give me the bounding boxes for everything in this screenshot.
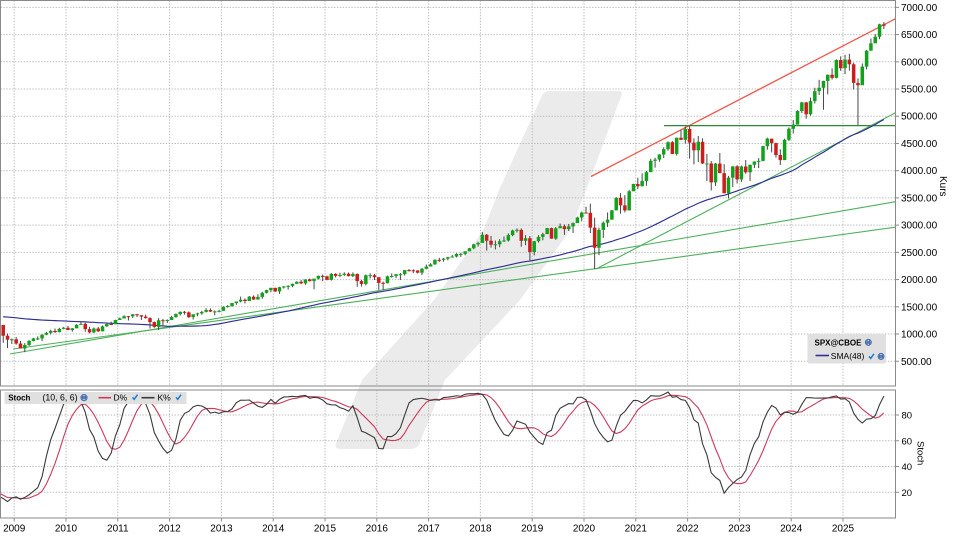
svg-text:80: 80 xyxy=(902,411,913,422)
svg-text:1500.00: 1500.00 xyxy=(901,302,938,313)
svg-text:2011: 2011 xyxy=(107,524,129,535)
svg-text:4000.00: 4000.00 xyxy=(901,166,938,177)
svg-text:2022: 2022 xyxy=(676,524,699,535)
svg-text:2015: 2015 xyxy=(314,524,337,535)
svg-text:D%: D% xyxy=(114,393,128,403)
svg-text:2013: 2013 xyxy=(210,524,233,535)
svg-text:1000.00: 1000.00 xyxy=(901,330,938,341)
svg-text:2019: 2019 xyxy=(521,524,544,535)
svg-text:2000.00: 2000.00 xyxy=(901,275,938,286)
svg-text:2023: 2023 xyxy=(728,524,751,535)
svg-text:7000.00: 7000.00 xyxy=(901,3,938,14)
svg-text:20: 20 xyxy=(902,488,913,499)
svg-text:2012: 2012 xyxy=(158,524,181,535)
svg-text:SPX@CBOE: SPX@CBOE xyxy=(815,338,863,347)
svg-text:2500.00: 2500.00 xyxy=(901,248,938,259)
svg-text:SMA(48): SMA(48) xyxy=(831,351,865,361)
svg-text:60: 60 xyxy=(902,436,913,447)
svg-text:2009: 2009 xyxy=(3,524,26,535)
svg-text:2021: 2021 xyxy=(625,524,648,535)
svg-text:40: 40 xyxy=(902,462,913,473)
svg-text:6000.00: 6000.00 xyxy=(901,57,938,68)
svg-text:Stoch: Stoch xyxy=(915,441,926,465)
svg-text:5000.00: 5000.00 xyxy=(901,112,938,123)
svg-text:Stoch: Stoch xyxy=(8,394,30,403)
svg-text:2014: 2014 xyxy=(262,524,285,535)
svg-text:2016: 2016 xyxy=(366,524,389,535)
svg-text:500.00: 500.00 xyxy=(901,357,932,368)
svg-text:3500.00: 3500.00 xyxy=(901,193,938,204)
svg-text:6500.00: 6500.00 xyxy=(901,30,938,41)
svg-text:2025: 2025 xyxy=(832,524,855,535)
svg-text:2024: 2024 xyxy=(780,524,803,535)
svg-text:4500.00: 4500.00 xyxy=(901,139,938,150)
svg-text:Kurs: Kurs xyxy=(937,176,948,197)
svg-text:2018: 2018 xyxy=(469,524,492,535)
svg-text:K%: K% xyxy=(158,393,172,403)
svg-text:2017: 2017 xyxy=(417,524,440,535)
svg-text:(10, 6, 6): (10, 6, 6) xyxy=(43,393,78,403)
svg-text:2020: 2020 xyxy=(573,524,596,535)
svg-text:3000.00: 3000.00 xyxy=(901,221,938,232)
svg-text:5500.00: 5500.00 xyxy=(901,85,938,96)
svg-text:2010: 2010 xyxy=(55,524,78,535)
